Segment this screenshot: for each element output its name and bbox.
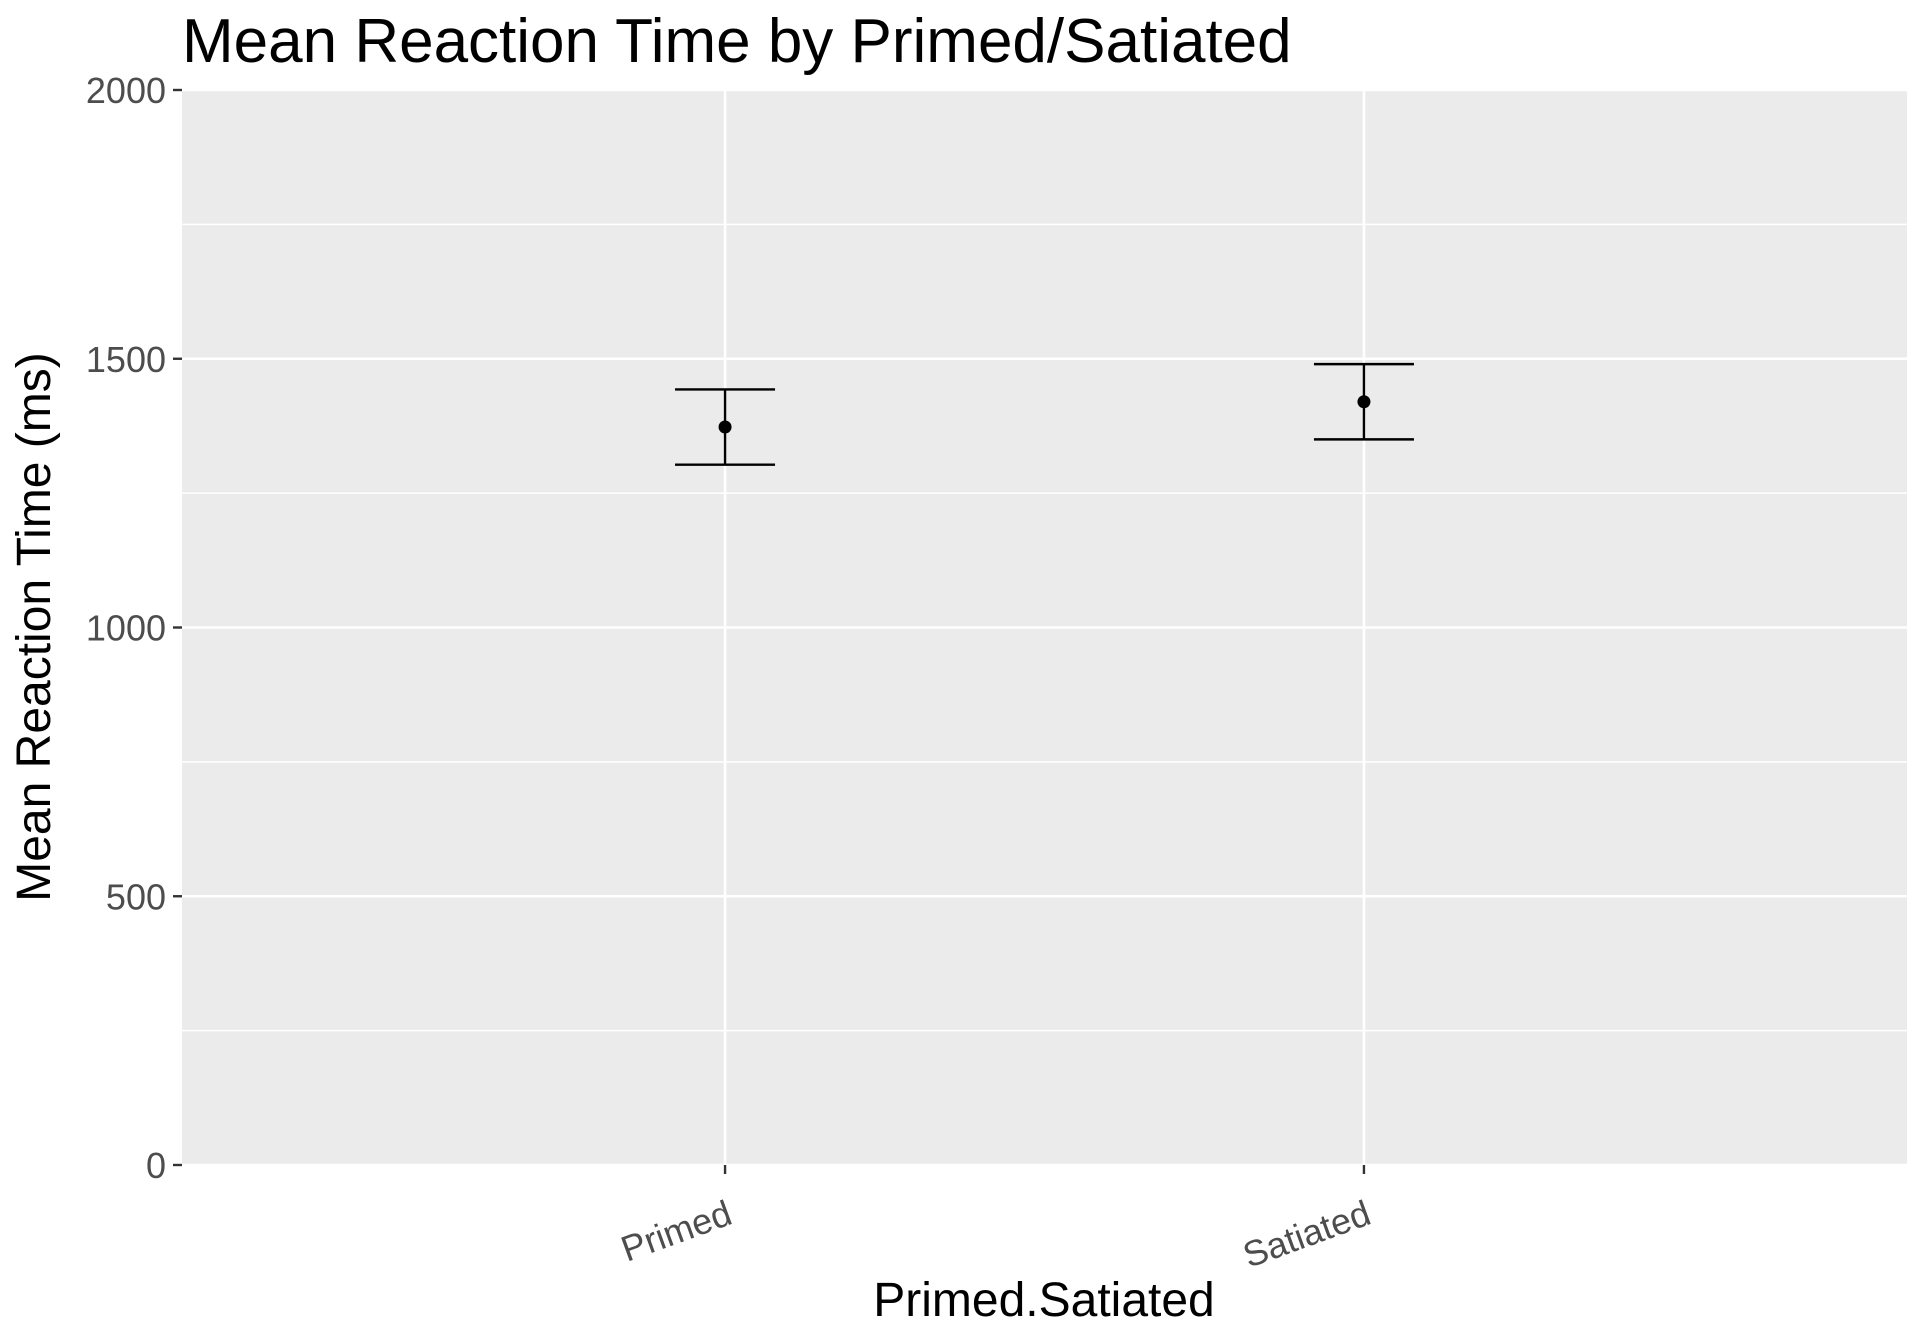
x-axis-tick-labels: Primed Satiated — [616, 1192, 1376, 1276]
y-tick-label: 500 — [106, 876, 166, 917]
data-point — [718, 420, 732, 434]
x-axis-title: Primed.Satiated — [873, 1274, 1215, 1327]
x-axis-ticks — [723, 1165, 1366, 1174]
x-tick-label: Primed — [616, 1192, 737, 1270]
major-gridlines — [182, 88, 1907, 1167]
chart-title: Mean Reaction Time by Primed/Satiated — [182, 7, 1292, 76]
y-axis-tick-labels: 0 500 1000 1500 2000 — [86, 70, 166, 1186]
data-points — [718, 395, 1371, 434]
y-tick-label: 0 — [146, 1145, 166, 1186]
y-tick-label: 2000 — [86, 70, 166, 111]
x-tick-label: Satiated — [1238, 1192, 1376, 1276]
y-axis-ticks — [173, 88, 182, 1167]
minor-gridlines — [182, 223, 1907, 1032]
y-tick-label: 1000 — [86, 608, 166, 649]
y-tick-label: 1500 — [86, 339, 166, 380]
data-point — [1357, 395, 1371, 409]
y-axis-title: Mean Reaction Time (ms) — [8, 352, 61, 902]
